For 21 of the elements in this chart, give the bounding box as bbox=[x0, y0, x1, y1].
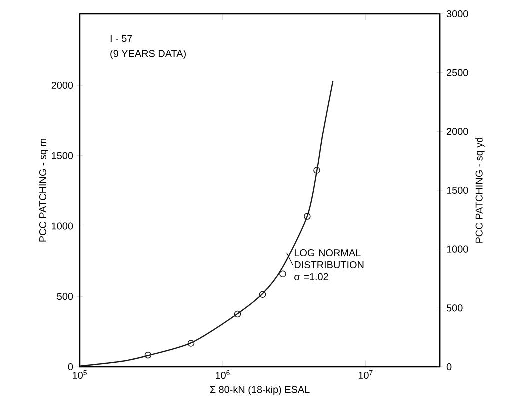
y2-tick-label: 1000 bbox=[447, 246, 468, 253]
x-tick-label: 10$^{6}$ bbox=[216, 370, 230, 380]
y2-tick-label: 1500 bbox=[447, 186, 468, 194]
annotation: I - 57 bbox=[110, 35, 132, 42]
y-tick-label: 0 bbox=[68, 363, 74, 371]
y-tick-label: 500 bbox=[57, 293, 74, 300]
y2-tick-label: 3000 bbox=[446, 10, 468, 18]
y-axis-title: PCC PATCHING - sq m bbox=[39, 139, 48, 242]
y-tick-label: 1500 bbox=[52, 152, 74, 160]
annotation: (9 YEARS DATA) bbox=[110, 50, 186, 60]
y-tick-label: 1000 bbox=[52, 222, 74, 230]
x-axis-title: Σ 80-kN (18-kip) ESAL bbox=[210, 386, 310, 396]
y-tick-label: 2000 bbox=[52, 82, 74, 90]
y2-tick-label: 2500 bbox=[447, 69, 468, 76]
y2-tick-label: 2000 bbox=[447, 128, 468, 136]
x-tick-label: 10$^{7}$ bbox=[358, 370, 373, 380]
annotation: LOG NORMAL DISTRIBUTION σ =1.02 bbox=[294, 250, 364, 280]
y2-tick-label: 500 bbox=[446, 304, 463, 312]
y2-tick-label: 0 bbox=[446, 363, 452, 371]
y2-axis-title: PCC PATCHING - sq yd bbox=[476, 138, 485, 243]
x-tick-label: 10$^{5}$ bbox=[73, 370, 87, 380]
